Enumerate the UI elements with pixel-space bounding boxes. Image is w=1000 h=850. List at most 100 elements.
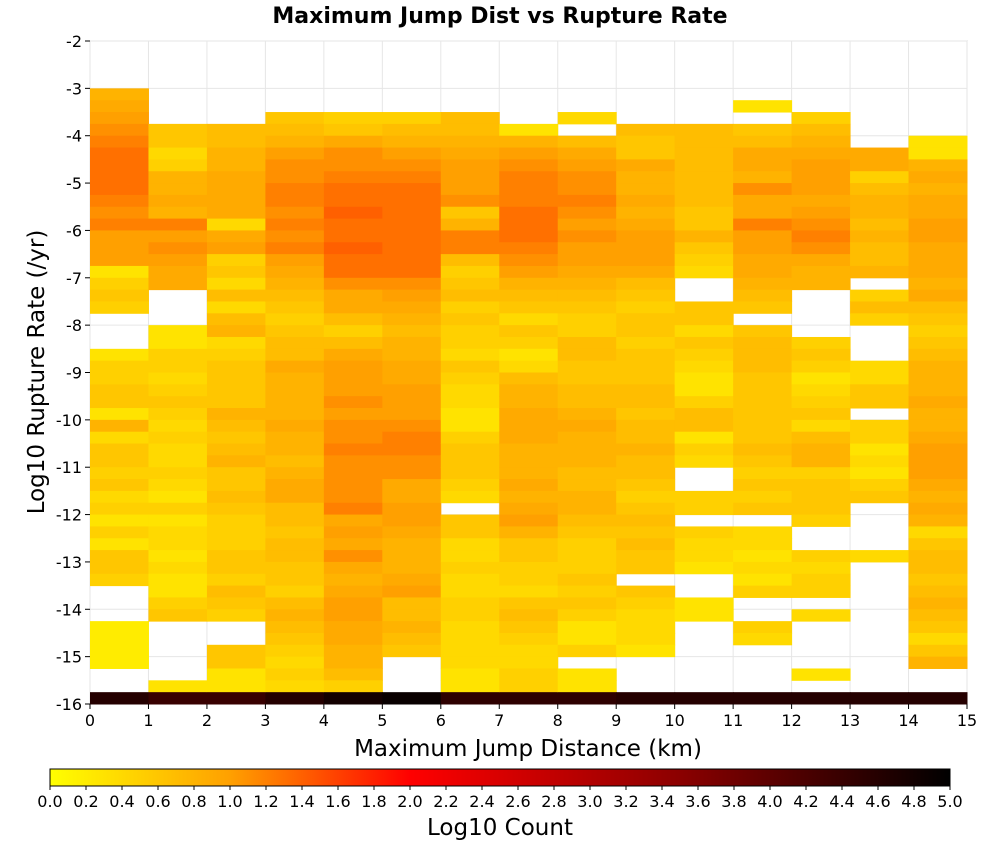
heatmap-cell (850, 313, 910, 326)
heatmap-cell (557, 218, 617, 231)
heatmap-cell (499, 443, 559, 456)
heatmap-cell (323, 194, 383, 208)
heatmap-cell (908, 561, 968, 575)
heatmap-cell (148, 455, 208, 468)
heatmap-cell (557, 561, 617, 575)
heatmap-cell (674, 455, 734, 468)
heatmap-cell (557, 573, 617, 587)
heatmap-cell (733, 621, 793, 634)
heatmap-cell (674, 431, 734, 445)
heatmap-cell (90, 301, 149, 314)
heatmap-cell (440, 242, 500, 255)
heatmap-cell (323, 242, 383, 255)
heatmap-cell (323, 479, 383, 492)
heatmap-cell (908, 206, 968, 220)
heatmap-cell (206, 597, 266, 610)
heatmap-cell (733, 301, 793, 314)
heatmap-cell (616, 443, 676, 456)
heatmap-cell (674, 550, 734, 563)
heatmap-cell (265, 467, 325, 480)
heatmap-cell (791, 348, 851, 362)
heatmap-cell (908, 277, 968, 291)
heatmap-cell (265, 206, 325, 220)
heatmap-cell (206, 372, 266, 385)
heatmap-cell (90, 573, 149, 587)
heatmap-cell (323, 597, 383, 610)
heatmap-cell (148, 550, 208, 563)
heatmap-cell (265, 372, 325, 385)
heatmap-cells (90, 88, 968, 705)
heatmap-cell (90, 621, 149, 634)
heatmap-cell (148, 479, 208, 492)
heatmap-cell (206, 348, 266, 362)
heatmap-cell (206, 194, 266, 208)
heatmap-cell (440, 573, 500, 587)
heatmap-cell (206, 644, 266, 658)
heatmap-cell (557, 147, 617, 160)
heatmap-cell (733, 538, 793, 551)
heatmap-cell (674, 443, 734, 456)
heatmap-cell (440, 408, 500, 421)
heatmap-cell (90, 360, 149, 373)
heatmap-cell (733, 431, 793, 445)
heatmap-cell (791, 609, 851, 622)
heatmap-cell (440, 147, 500, 160)
heatmap-cell (148, 265, 208, 279)
heatmap-cell (323, 230, 383, 243)
heatmap-cell (674, 538, 734, 551)
heatmap-cell (791, 561, 851, 575)
y-tick-label: -2 (66, 32, 82, 51)
heatmap-cell (616, 692, 676, 705)
heatmap-cell (557, 277, 617, 291)
heatmap-cell (557, 538, 617, 551)
heatmap-cell (440, 526, 500, 539)
heatmap-cell (382, 597, 442, 610)
heatmap-cell (499, 419, 559, 433)
colorbar-tick-label: 3.8 (721, 792, 746, 811)
heatmap-cell (148, 360, 208, 373)
heatmap-cell (791, 479, 851, 492)
heatmap-cell (206, 443, 266, 456)
x-tick-label: 5 (377, 711, 387, 730)
heatmap-cell (674, 609, 734, 622)
heatmap-cell (908, 159, 968, 172)
heatmap-cell (499, 171, 559, 184)
colorbar-tick-label: 4.8 (901, 792, 926, 811)
heatmap-cell (557, 609, 617, 622)
heatmap-cell (206, 360, 266, 373)
heatmap-cell (323, 123, 383, 137)
heatmap-cell (557, 550, 617, 563)
heatmap-cell (90, 443, 149, 456)
heatmap-cell (908, 514, 968, 527)
heatmap-cell (557, 112, 617, 125)
heatmap-cell (557, 467, 617, 480)
heatmap-cell (908, 550, 968, 563)
heatmap-cell (148, 147, 208, 160)
heatmap-cell (206, 514, 266, 527)
heatmap-cell (557, 455, 617, 468)
heatmap-cell (206, 479, 266, 492)
heatmap-cell (323, 147, 383, 160)
x-axis-label: Maximum Jump Distance (km) (354, 736, 702, 762)
heatmap-cell (674, 301, 734, 314)
heatmap-cell (148, 573, 208, 587)
heatmap-cell (206, 467, 266, 480)
heatmap-cell (557, 692, 617, 705)
heatmap-cell (323, 502, 383, 516)
heatmap-cell (499, 656, 559, 669)
heatmap-cell (148, 538, 208, 551)
heatmap-cell (90, 656, 149, 669)
heatmap-cell (733, 147, 793, 160)
heatmap-cell (850, 692, 910, 705)
heatmap-cell (265, 680, 325, 693)
heatmap-cell (148, 467, 208, 480)
heatmap-cell (616, 254, 676, 267)
heatmap-cell (791, 159, 851, 172)
heatmap-cell (90, 644, 149, 658)
heatmap-cell (206, 159, 266, 172)
heatmap-cell (90, 218, 149, 231)
heatmap-cell (440, 265, 500, 279)
heatmap-cell (557, 360, 617, 373)
heatmap-cell (440, 443, 500, 456)
heatmap-cell (791, 384, 851, 397)
